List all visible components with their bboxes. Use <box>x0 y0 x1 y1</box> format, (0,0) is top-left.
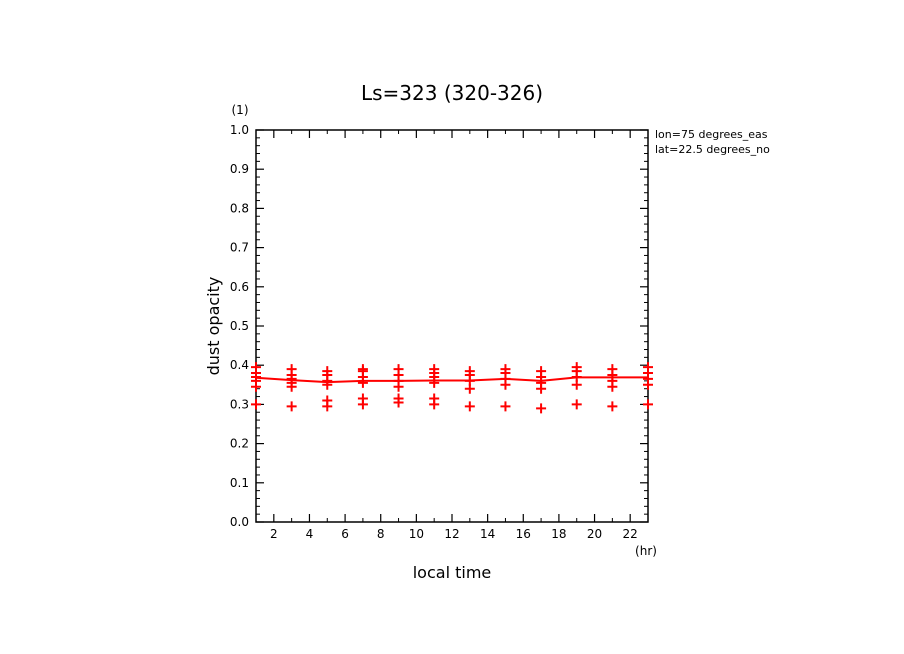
data-point <box>500 401 511 412</box>
data-point <box>357 399 368 410</box>
x-tick-label: 18 <box>551 527 566 541</box>
data-point <box>322 379 333 390</box>
x-tick-label: 12 <box>444 527 459 541</box>
data-point <box>286 381 297 392</box>
x-tick-label: 14 <box>480 527 495 541</box>
y-tick-label: 0.9 <box>230 162 249 176</box>
y-tick-label: 0.6 <box>230 280 249 294</box>
data-point <box>571 379 582 390</box>
y-tick-label: 0.0 <box>230 515 249 529</box>
x-tick-label: 8 <box>377 527 385 541</box>
y-tick-label: 0.2 <box>230 437 249 451</box>
y-axis-label: dust opacity <box>204 277 223 376</box>
data-point <box>643 379 653 390</box>
data-point <box>536 383 547 394</box>
data-point <box>251 399 261 410</box>
annotation-lat: lat=22.5 degrees_no <box>655 143 770 156</box>
data-point <box>393 397 404 408</box>
data-point <box>607 381 618 392</box>
data-point <box>429 377 440 388</box>
data-point <box>464 383 475 394</box>
data-point <box>429 399 440 410</box>
plot-frame <box>255 129 649 523</box>
y-tick-label: 0.5 <box>230 319 249 333</box>
data-point <box>571 399 582 410</box>
data-marks <box>251 362 653 414</box>
annotation-lon: lon=75 degrees_eas <box>655 128 768 141</box>
x-tick-label: 22 <box>623 527 638 541</box>
data-point <box>500 379 511 390</box>
y-tick-label: 0.7 <box>230 241 249 255</box>
data-point <box>393 381 404 392</box>
x-tick-label: 10 <box>409 527 424 541</box>
mean-line <box>255 376 648 384</box>
axis-ticks: 0.0 0.1 0.2 0.3 0.4 0.5 0.6 0.7 0.8 0.9 1.0 2 4 6 8 10 1… <box>230 123 649 541</box>
y-tick-label: 0.3 <box>230 397 249 411</box>
data-point <box>536 403 547 414</box>
data-point <box>357 377 368 388</box>
y-tick-label: 1.0 <box>230 123 249 137</box>
data-point <box>643 399 653 410</box>
data-point <box>607 401 618 412</box>
x-tick-label: 4 <box>306 527 314 541</box>
data-point <box>286 401 297 412</box>
y-tick-label: 0.4 <box>230 358 249 372</box>
data-point <box>464 401 475 412</box>
x-unit-label: (hr) <box>635 544 657 558</box>
x-axis-label: local time <box>413 563 492 582</box>
y-tick-label: 0.1 <box>230 476 249 490</box>
y-tick-label: 0.8 <box>230 201 249 215</box>
data-point <box>322 401 333 412</box>
x-tick-label: 20 <box>587 527 602 541</box>
y-unit-label: (1) <box>232 103 249 117</box>
x-tick-label: 2 <box>270 527 278 541</box>
data-point <box>251 381 261 392</box>
x-tick-label: 16 <box>516 527 531 541</box>
chart-title: Ls=323 (320-326) <box>361 81 543 105</box>
x-tick-label: 6 <box>341 527 349 541</box>
